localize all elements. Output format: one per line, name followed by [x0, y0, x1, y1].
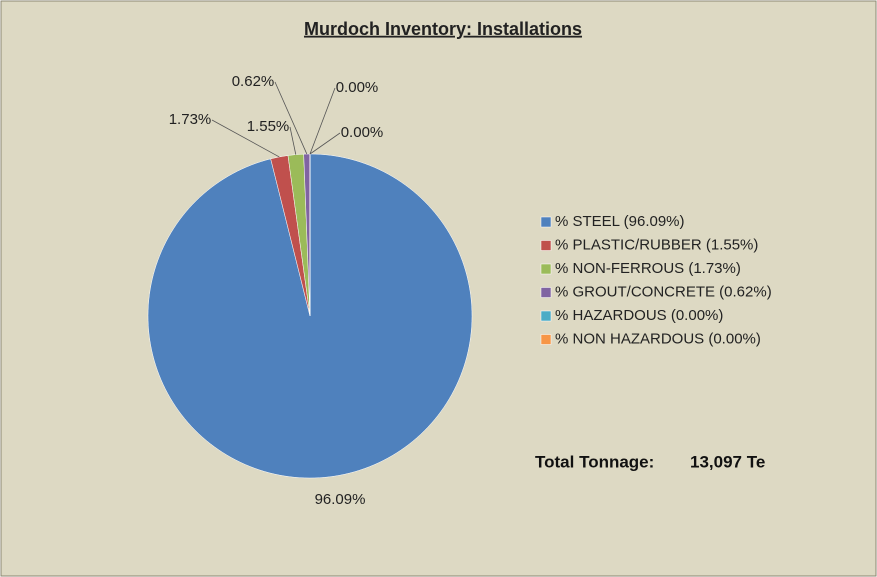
legend-swatch	[540, 240, 552, 251]
data-label: 96.09%	[315, 491, 366, 508]
legend-label: % STEEL (96.09%)	[555, 213, 685, 230]
legend-swatch	[540, 310, 552, 322]
legend-label: % GROUT/CONCRETE (0.62%)	[555, 283, 772, 300]
leader-line	[309, 87, 336, 155]
legend-label: % NON-FERROUS (1.73%)	[555, 260, 741, 277]
leader-line	[274, 81, 308, 155]
data-label: 1.73%	[169, 111, 212, 128]
chart-title: Murdoch Inventory: Installations	[304, 19, 582, 39]
legend-label: % HAZARDOUS (0.00%)	[555, 307, 723, 324]
legend-swatch	[540, 263, 552, 275]
legend-label: % PLASTIC/RUBBER (1.55%)	[555, 236, 758, 253]
data-label: 1.55%	[247, 118, 290, 135]
data-label: 0.00%	[341, 124, 384, 141]
leader-line	[309, 132, 341, 155]
data-label: 0.00%	[336, 79, 379, 96]
leader-line	[211, 119, 280, 158]
leader-line	[289, 126, 297, 155]
legend-swatch	[540, 287, 552, 298]
data-label: 0.62%	[232, 73, 275, 90]
total-value: 13,097 Te	[690, 452, 765, 471]
legend-swatch	[540, 216, 552, 228]
total-label: Total Tonnage:	[535, 452, 654, 471]
legend-swatch	[540, 334, 552, 345]
legend-label: % NON HAZARDOUS (0.00%)	[555, 330, 761, 347]
